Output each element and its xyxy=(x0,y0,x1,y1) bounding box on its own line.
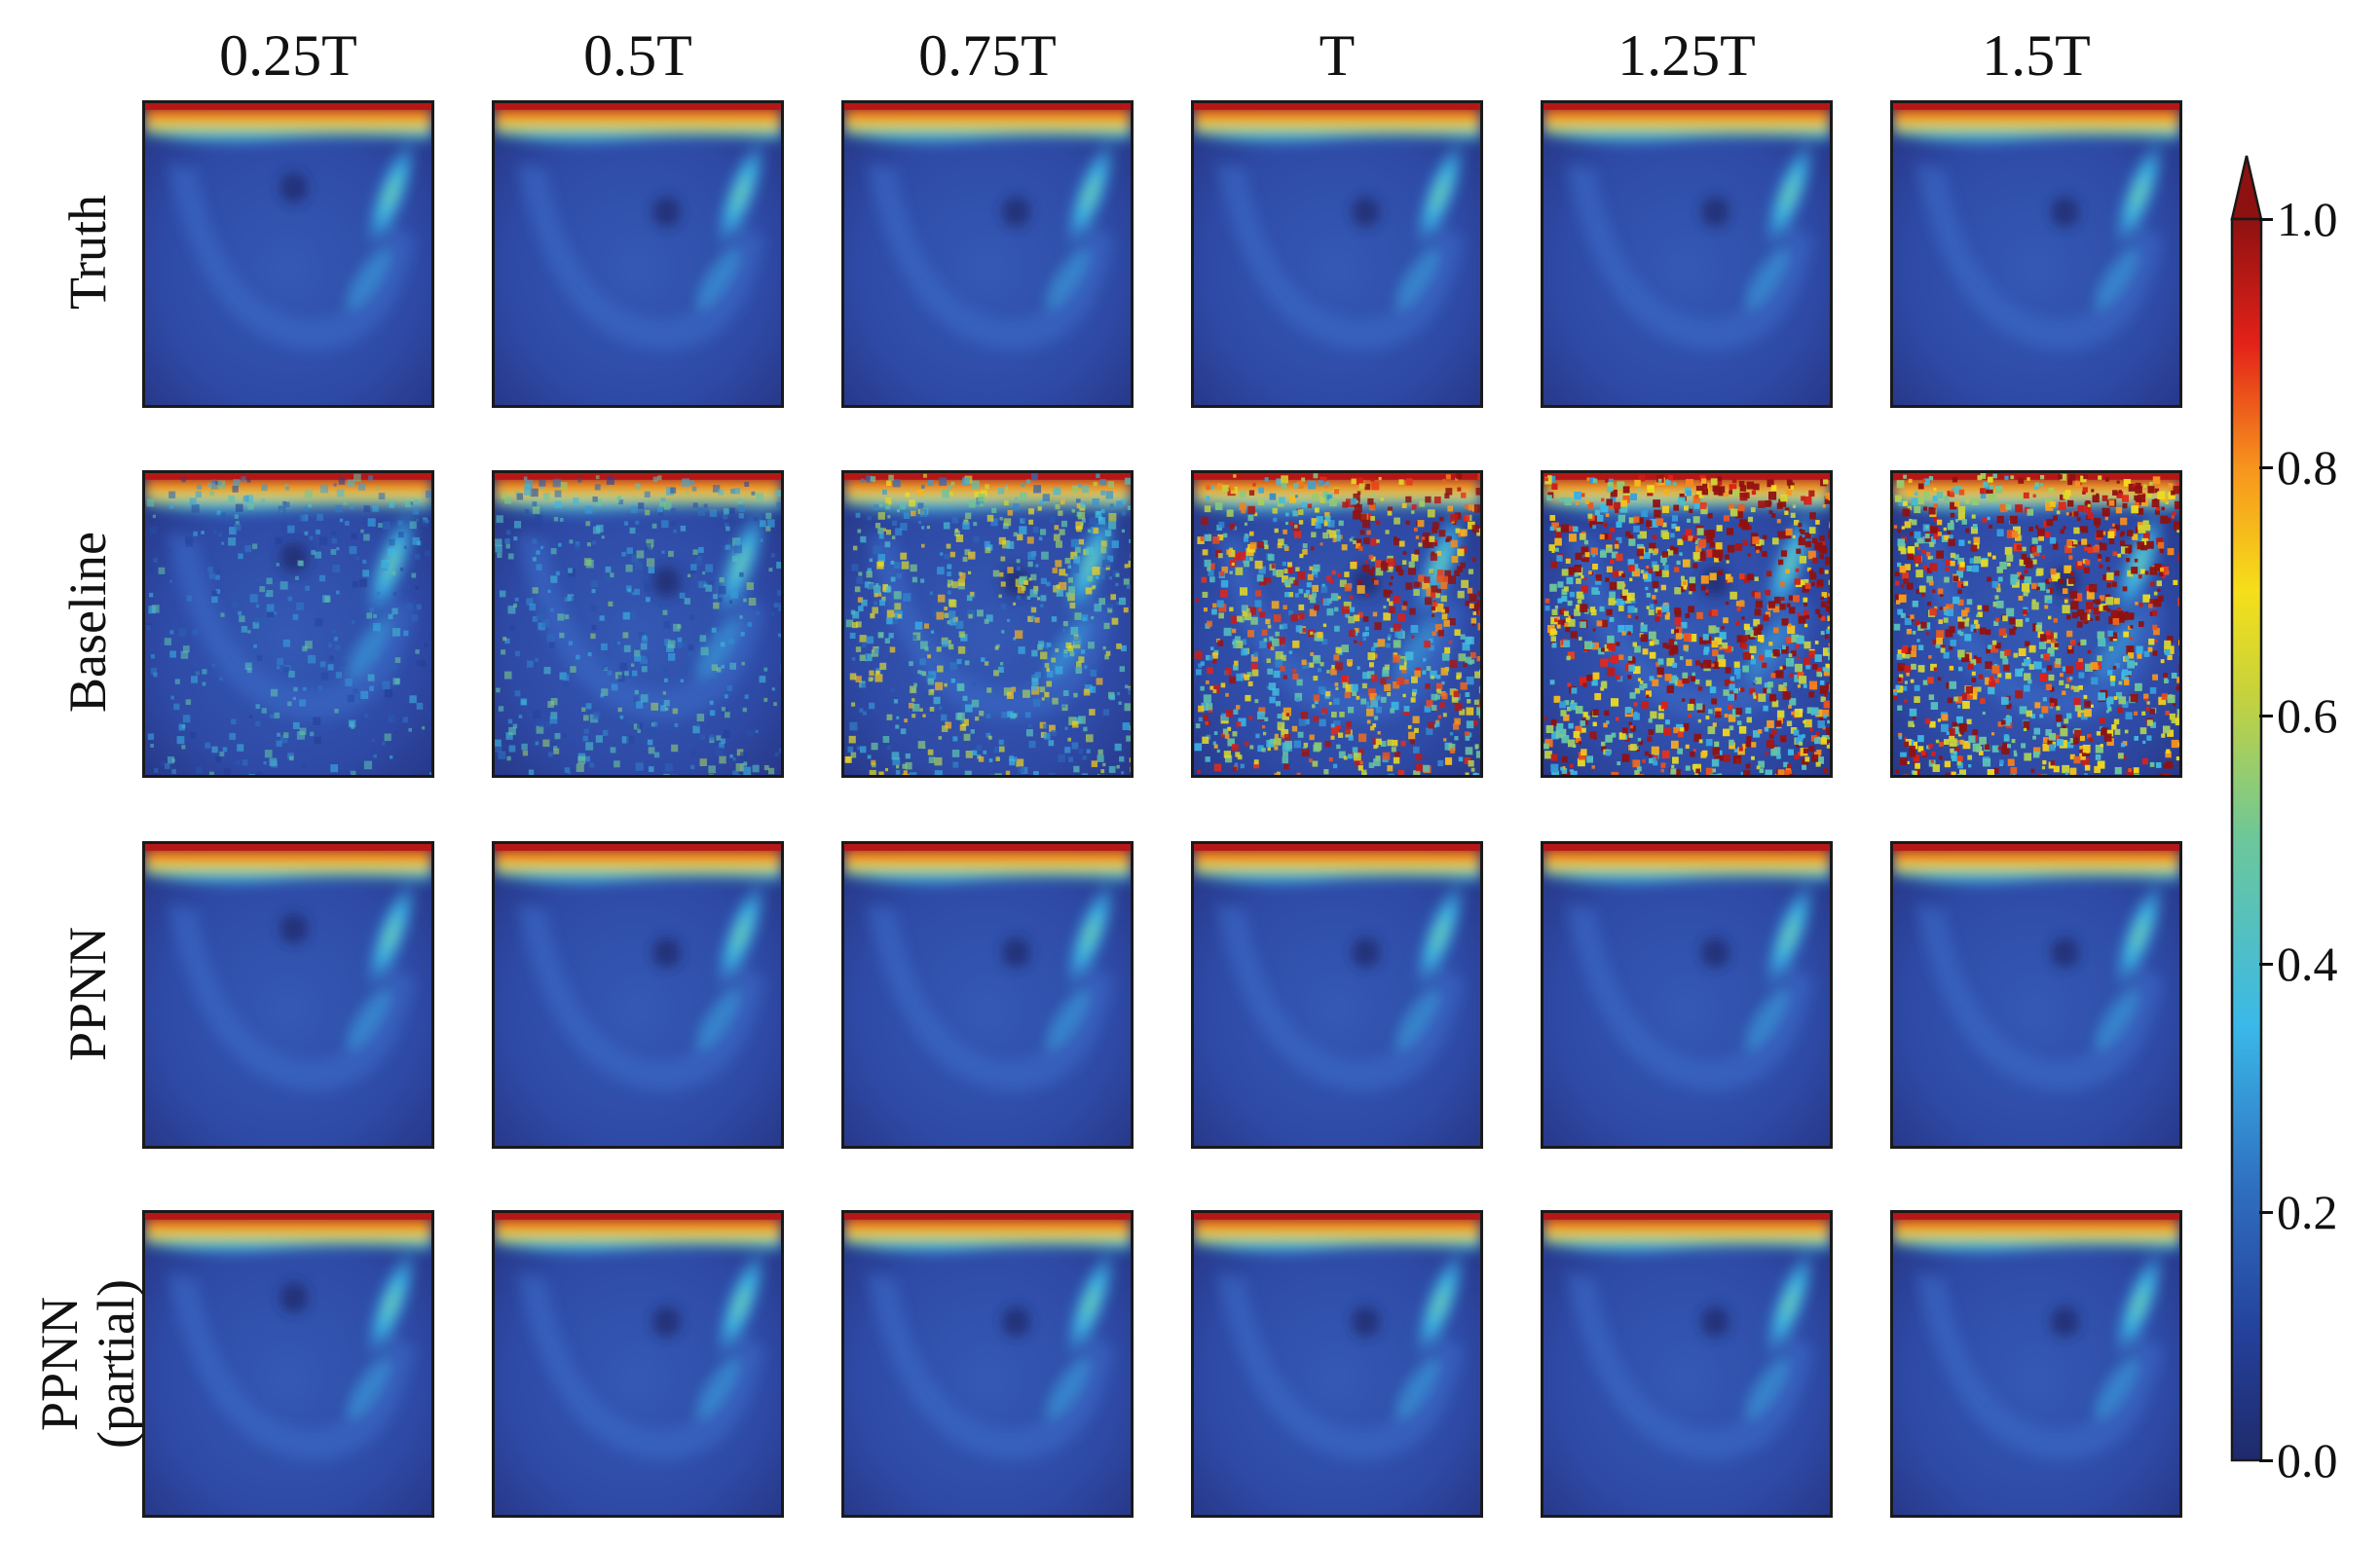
panel-ppnn_partial-5 xyxy=(1890,1210,2182,1518)
field-baseline-2 xyxy=(844,473,1131,775)
field-ppnn_partial-0 xyxy=(145,1213,431,1515)
field-ppnn_partial-4 xyxy=(1543,1213,1830,1515)
panel-ppnn-2 xyxy=(841,841,1134,1149)
panel-ppnn_partial-2 xyxy=(841,1210,1134,1518)
colorbar-tickmark-4 xyxy=(2259,465,2273,469)
panel-ppnn-3 xyxy=(1191,841,1483,1149)
row-label-truth: Truth xyxy=(58,92,117,413)
colorbar xyxy=(2230,155,2263,1462)
column-title-2: 0.75T xyxy=(918,23,1057,88)
colorbar-tick-label-2: 0.4 xyxy=(2277,937,2338,991)
field-ppnn_partial-5 xyxy=(1893,1213,2179,1515)
panel-truth-4 xyxy=(1541,100,1833,408)
colorbar-tickmark-3 xyxy=(2259,714,2273,717)
column-title-4: 1.25T xyxy=(1618,23,1756,88)
field-ppnn-1 xyxy=(495,844,781,1146)
panel-baseline-2 xyxy=(841,470,1134,778)
field-ppnn-5 xyxy=(1893,844,2179,1146)
field-ppnn-3 xyxy=(1194,844,1480,1146)
colorbar-tick-label-4: 0.8 xyxy=(2277,440,2338,495)
row-label-ppnn-partial-line-0: PPNN xyxy=(30,1296,89,1432)
panel-truth-1 xyxy=(492,100,784,408)
colorbar-extend-arrow xyxy=(2230,155,2263,221)
colorbar-tick-label-5: 1.0 xyxy=(2277,192,2338,246)
column-title-0: 0.25T xyxy=(219,23,357,88)
colorbar-tick-label-3: 0.6 xyxy=(2277,688,2338,743)
colorbar-gradient xyxy=(2230,217,2263,1462)
panel-ppnn-0 xyxy=(142,841,434,1149)
colorbar-tick-label-0: 0.0 xyxy=(2277,1433,2338,1488)
row-label-truth-line-0: Truth xyxy=(58,194,117,311)
field-baseline-5 xyxy=(1893,473,2179,775)
panel-ppnn-1 xyxy=(492,841,784,1149)
panel-baseline-3 xyxy=(1191,470,1483,778)
panel-ppnn_partial-4 xyxy=(1541,1210,1833,1518)
colorbar-tickmark-1 xyxy=(2259,1210,2273,1214)
field-ppnn_partial-2 xyxy=(844,1213,1131,1515)
row-label-baseline: Baseline xyxy=(58,461,117,783)
column-title-1: 0.5T xyxy=(583,23,692,88)
row-label-ppnn: PPNN xyxy=(58,833,117,1155)
field-ppnn_partial-3 xyxy=(1194,1213,1480,1515)
field-ppnn-4 xyxy=(1543,844,1830,1146)
row-label-ppnn-partial: PPNN (partial) xyxy=(30,1203,145,1525)
panel-baseline-1 xyxy=(492,470,784,778)
field-baseline-3 xyxy=(1194,473,1480,775)
panel-truth-3 xyxy=(1191,100,1483,408)
panel-truth-2 xyxy=(841,100,1134,408)
panel-ppnn-4 xyxy=(1541,841,1833,1149)
field-truth-4 xyxy=(1543,103,1830,405)
field-truth-5 xyxy=(1893,103,2179,405)
colorbar-tickmark-2 xyxy=(2259,962,2273,966)
column-title-3: T xyxy=(1319,23,1356,88)
colorbar-tick-label-1: 0.2 xyxy=(2277,1185,2338,1239)
row-label-ppnn-line-0: PPNN xyxy=(58,926,117,1062)
panel-baseline-5 xyxy=(1890,470,2182,778)
field-truth-0 xyxy=(145,103,431,405)
field-truth-3 xyxy=(1194,103,1480,405)
panel-baseline-0 xyxy=(142,470,434,778)
field-ppnn_partial-1 xyxy=(495,1213,781,1515)
panel-ppnn_partial-1 xyxy=(492,1210,784,1518)
field-ppnn-0 xyxy=(145,844,431,1146)
field-baseline-1 xyxy=(495,473,781,775)
row-label-baseline-line-0: Baseline xyxy=(58,532,117,713)
panel-ppnn_partial-0 xyxy=(142,1210,434,1518)
field-ppnn-2 xyxy=(844,844,1131,1146)
panel-baseline-4 xyxy=(1541,470,1833,778)
colorbar-tickmark-5 xyxy=(2259,217,2273,221)
panel-truth-5 xyxy=(1890,100,2182,408)
panel-ppnn-5 xyxy=(1890,841,2182,1149)
field-baseline-4 xyxy=(1543,473,1830,775)
colorbar-tickmark-0 xyxy=(2259,1458,2273,1462)
column-title-5: 1.5T xyxy=(1982,23,2091,88)
field-truth-2 xyxy=(844,103,1131,405)
row-label-ppnn-partial-line-1: (partial) xyxy=(87,1279,145,1449)
panel-ppnn_partial-3 xyxy=(1191,1210,1483,1518)
panel-truth-0 xyxy=(142,100,434,408)
field-baseline-0 xyxy=(145,473,431,775)
field-truth-1 xyxy=(495,103,781,405)
